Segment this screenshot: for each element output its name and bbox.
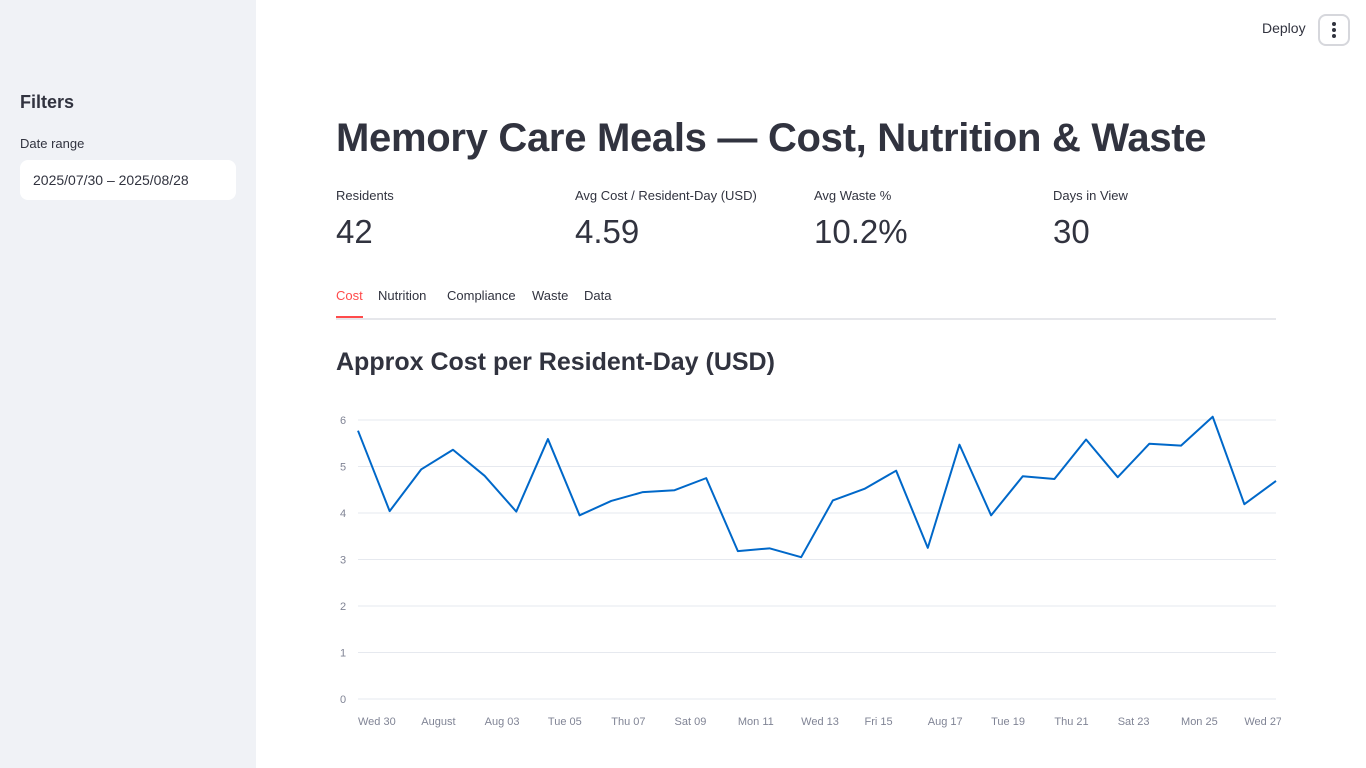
data-point [545,437,550,442]
data-point [957,442,962,447]
page-title: Memory Care Meals — Cost, Nutrition & Wa… [336,116,1207,160]
y-tick-label: 6 [340,415,346,427]
metric-value: 10.2% [814,213,908,250]
y-tick-label: 3 [340,555,346,567]
tab-waste[interactable]: Waste [532,288,569,303]
data-point [830,498,835,503]
y-tick-label: 4 [340,508,346,520]
data-point [735,549,740,554]
tab-cost[interactable]: Cost [336,288,363,318]
x-tick-label: Aug 03 [485,716,520,728]
date-range-input[interactable]: 2025/07/30 – 2025/08/28 [20,160,236,200]
x-tick-label: Aug 17 [928,716,963,728]
x-tick-label: Thu 21 [1054,716,1088,728]
y-tick-label: 5 [340,462,346,474]
data-point [704,476,709,481]
y-tick-label: 2 [340,601,346,613]
y-tick-label: 1 [340,648,346,660]
data-point [609,498,614,503]
series-line [357,415,1277,559]
metric-avg-waste: Avg Waste % 10.2% [814,188,1034,251]
data-point [387,509,392,514]
main-menu-button[interactable] [1318,14,1350,46]
data-point [514,509,519,514]
x-tick-label: Sat 09 [675,716,707,728]
metric-value: 4.59 [575,213,640,250]
data-point [419,467,424,472]
x-tick-label: August [421,716,455,728]
data-point [1274,478,1279,483]
data-point [1084,437,1089,442]
date-range-label: Date range [20,136,85,151]
data-point [1179,443,1184,448]
tab-nutrition[interactable]: Nutrition [378,288,427,303]
metric-residents: Residents 42 [336,188,556,251]
data-point [450,447,455,452]
kebab-menu-icon [1332,22,1336,26]
deploy-button[interactable]: Deploy [1262,20,1306,36]
metric-label: Days in View [1053,188,1128,203]
x-tick-label: Tue 05 [548,716,582,728]
metric-value: 30 [1053,213,1090,250]
chart-title: Approx Cost per Resident-Day (USD) [336,348,775,376]
x-tick-label: Fri 15 [864,716,892,728]
data-point [1242,502,1247,507]
filters-heading: Filters [20,92,75,112]
data-point [1020,474,1025,479]
data-point [799,555,804,560]
tab-bar: Cost Nutrition Compliance Waste Data [336,282,1276,320]
x-tick-label: Tue 19 [991,716,1025,728]
data-point [1147,441,1152,446]
x-tick-label: Mon 11 [738,716,774,728]
data-point [767,546,772,551]
metric-avg-cost: Avg Cost / Resident-Day (USD) 4.59 [575,188,795,251]
metric-days-in-view: Days in View 30 [1053,188,1273,251]
x-tick-label: Wed 27 [1244,716,1281,728]
data-point [577,513,582,518]
x-tick-label: Thu 07 [611,716,645,728]
kebab-menu-icon-dot [1332,28,1336,32]
kebab-menu-icon-dot [1332,34,1336,38]
data-point [640,490,645,495]
data-point [1210,414,1215,419]
x-tick-label: Sat 23 [1118,716,1150,728]
cost-line-chart: 0 1 2 3 4 5 6 Wed 30 August Aug 03 Tue 05 Thu 07 Sat… [340,414,1281,728]
data-point [894,468,899,473]
data-point [1052,477,1057,482]
data-point [672,488,677,493]
data-point [356,428,361,433]
metric-value: 42 [336,213,373,250]
tab-data[interactable]: Data [584,288,612,303]
metric-label: Avg Cost / Resident-Day (USD) [575,188,757,203]
tab-compliance[interactable]: Compliance [447,288,516,303]
x-tick-label: Mon 25 [1181,716,1218,728]
data-point [862,486,867,491]
metric-label: Avg Waste % [814,188,892,203]
data-point [1115,475,1120,480]
x-tick-label: Wed 30 [358,716,396,728]
metric-label: Residents [336,188,394,203]
y-tick-label: 0 [340,694,346,706]
data-point [925,545,930,550]
data-point [989,513,994,518]
sidebar: Filters Date range 2025/07/30 – 2025/08/… [0,0,256,768]
x-tick-label: Wed 13 [801,716,839,728]
data-point [482,473,487,478]
